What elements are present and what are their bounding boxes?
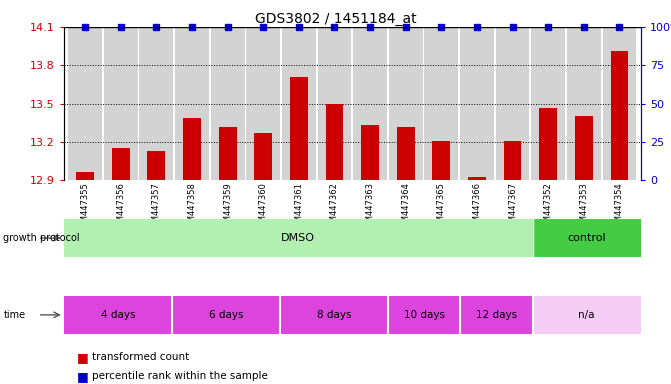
Bar — [468, 177, 486, 384]
Bar — [317, 27, 352, 180]
Text: n/a: n/a — [578, 310, 595, 320]
Text: GDS3802 / 1451184_at: GDS3802 / 1451184_at — [255, 12, 416, 25]
Text: time: time — [3, 310, 25, 320]
Bar — [361, 126, 379, 384]
Text: 8 days: 8 days — [317, 310, 352, 320]
Bar — [424, 27, 458, 180]
Bar — [68, 27, 102, 180]
Bar — [183, 118, 201, 384]
Bar — [325, 104, 344, 384]
Bar — [353, 27, 387, 180]
Bar — [148, 151, 165, 384]
Bar — [140, 27, 173, 180]
Text: DMSO: DMSO — [281, 233, 315, 243]
Bar — [282, 27, 316, 180]
Bar — [175, 27, 209, 180]
Bar — [172, 296, 280, 334]
Bar — [603, 27, 636, 180]
Bar — [496, 27, 529, 180]
Bar — [389, 296, 460, 334]
Bar — [389, 27, 423, 180]
Text: growth protocol: growth protocol — [3, 233, 80, 243]
Bar — [575, 116, 592, 384]
Text: ■: ■ — [77, 370, 89, 383]
Text: 6 days: 6 days — [209, 310, 244, 320]
Bar — [611, 51, 628, 384]
Bar — [254, 133, 272, 384]
Text: percentile rank within the sample: percentile rank within the sample — [92, 371, 268, 381]
Bar — [64, 296, 172, 334]
Text: ■: ■ — [77, 351, 89, 364]
Text: 10 days: 10 days — [404, 310, 445, 320]
Bar — [432, 141, 450, 384]
Bar — [64, 219, 533, 257]
Bar — [533, 219, 641, 257]
Bar — [533, 296, 641, 334]
Bar — [280, 296, 389, 334]
Bar — [112, 149, 130, 384]
Bar — [539, 108, 557, 384]
Text: 12 days: 12 days — [476, 310, 517, 320]
Bar — [504, 141, 521, 384]
Bar — [219, 127, 236, 384]
Bar — [531, 27, 565, 180]
Bar — [460, 296, 533, 334]
Bar — [211, 27, 244, 180]
Bar — [290, 77, 308, 384]
Text: 4 days: 4 days — [101, 310, 135, 320]
Bar — [76, 172, 94, 384]
Text: control: control — [568, 233, 606, 243]
Text: transformed count: transformed count — [92, 352, 189, 362]
Bar — [104, 27, 138, 180]
Bar — [460, 27, 494, 180]
Bar — [567, 27, 601, 180]
Bar — [246, 27, 280, 180]
Bar — [397, 127, 415, 384]
